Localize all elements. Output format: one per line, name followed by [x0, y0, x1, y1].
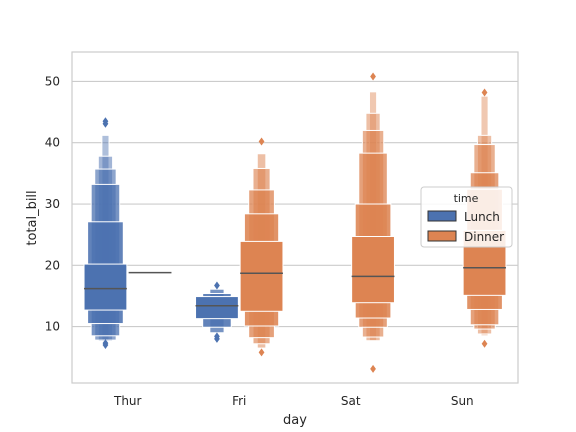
boxen-groups — [83, 72, 507, 373]
boxen-fri-dinner-box-1 — [239, 240, 284, 312]
y-tick-label-30: 30 — [45, 197, 60, 211]
boxen-fri-dinner-outlier-2 — [258, 137, 265, 146]
x-axis-label: day — [283, 413, 307, 428]
y-tick-label-10: 10 — [45, 320, 60, 334]
x-tick-label-thur: Thur — [113, 394, 142, 408]
legend-title: time — [454, 192, 479, 205]
x-tick-label-fri: Fri — [232, 394, 246, 408]
boxen-thur-lunch — [83, 117, 128, 349]
y-tick-labels: 10 20 30 40 50 — [45, 74, 60, 333]
boxen-sun-dinner-outlier-1 — [481, 339, 488, 348]
x-tick-labels: Thur Fri Sat Sun — [113, 394, 474, 408]
boxen-sat-dinner-outlier-1 — [370, 364, 376, 373]
boxen-fri-dinner-outlier-1 — [258, 348, 265, 357]
plot-frame — [71, 51, 519, 384]
boxen-sun-dinner-outlier-2 — [481, 88, 488, 97]
boxen-fri-lunch-outlier-2 — [214, 334, 220, 343]
grid-lines — [72, 80, 518, 328]
legend: time Lunch Dinner — [420, 186, 513, 248]
boxen-fri-lunch — [195, 281, 239, 343]
legend-swatch-lunch — [427, 210, 457, 222]
boxen-thur-lunch-box-1 — [83, 263, 128, 311]
x-tick-label-sun: Sun — [451, 394, 474, 408]
legend-label-lunch: Lunch — [464, 210, 500, 224]
boxen-sat-dinner — [351, 72, 395, 373]
legend-swatch-dinner — [427, 230, 457, 242]
y-tick-label-40: 40 — [45, 136, 60, 150]
legend-label-dinner: Dinner — [464, 230, 504, 244]
boxen-fri-lunch-outlier-3 — [214, 281, 220, 290]
boxen-thur-lunch-outlier-2 — [102, 340, 109, 349]
x-tick-label-sat: Sat — [341, 394, 361, 408]
y-axis-label: total_bill — [25, 190, 40, 245]
y-tick-label-50: 50 — [45, 74, 60, 88]
boxen-sat-dinner-box-1 — [351, 236, 395, 304]
y-tick-label-20: 20 — [45, 258, 60, 272]
boxen-thur-lunch-outlier-4 — [102, 117, 109, 126]
boxen-fri-dinner — [239, 137, 284, 357]
boxen-sat-dinner-outlier-2 — [370, 72, 376, 81]
boxen-fri-lunch-box-1 — [195, 296, 239, 320]
